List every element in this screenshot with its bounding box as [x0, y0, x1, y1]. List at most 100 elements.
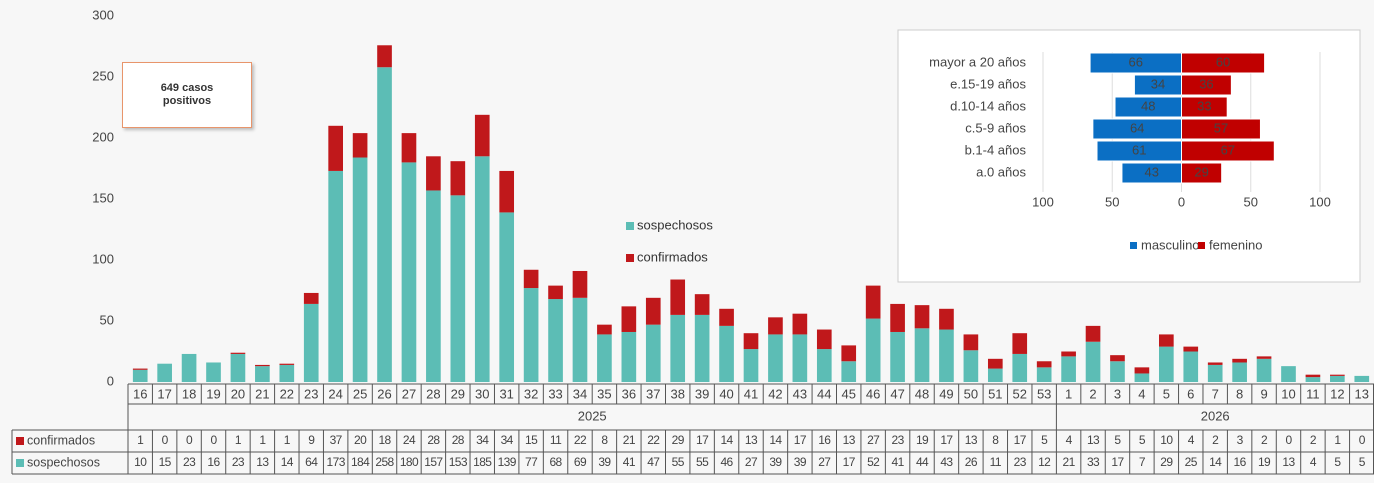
bar-segment [793, 334, 808, 382]
x-tick-label: 3 [1114, 386, 1121, 401]
bar-segment [622, 332, 637, 382]
bar-segment [988, 359, 1003, 369]
legend-label: femenino [1209, 237, 1262, 252]
x-tick-label: 17 [157, 386, 171, 401]
table-value: 34 [476, 433, 489, 447]
table-value: 27 [867, 433, 880, 447]
table-value: 0 [162, 433, 169, 447]
bar-segment [157, 364, 172, 382]
x-tick-label: 52 [1013, 386, 1027, 401]
x-tick-label: 20 [231, 386, 245, 401]
table-value: 23 [1014, 455, 1027, 469]
table-value: 13 [843, 433, 856, 447]
table-value: 68 [549, 455, 562, 469]
table-value: 28 [427, 433, 440, 447]
table-value: 20 [354, 433, 367, 447]
table-value: 7 [1139, 455, 1146, 469]
x-tick-label: 25 [353, 386, 367, 401]
bar-segment [1135, 367, 1150, 373]
x-tick-label: 32 [524, 386, 538, 401]
x-tick-label: 34 [573, 386, 587, 401]
bar-segment [817, 349, 832, 382]
page: 050100150200250300sospechososconfirmados… [0, 0, 1374, 483]
category-label: b.1-4 años [965, 142, 1027, 157]
bar-segment [670, 315, 685, 382]
table-value: 16 [818, 433, 831, 447]
bar-segment [915, 305, 930, 328]
x-tick-label: 29 [451, 386, 465, 401]
bar-segment [695, 294, 710, 315]
x-tick-label: 53 [1037, 386, 1051, 401]
x-tick-label: 18 [182, 386, 196, 401]
x-tick-label: 13 [1355, 386, 1369, 401]
x-tick-label: 1 [1065, 386, 1072, 401]
table-value: 27 [818, 455, 831, 469]
x-tick-label: 4 [1138, 386, 1145, 401]
bar-segment [1037, 367, 1052, 382]
table-value: 18 [378, 433, 391, 447]
bar-segment [377, 67, 392, 382]
table-value: 0 [210, 433, 217, 447]
table-value: 41 [623, 455, 636, 469]
table-value: 19 [916, 433, 929, 447]
bar-segment [279, 364, 294, 365]
x-tick-label: 19 [206, 386, 220, 401]
bar-segment [499, 212, 514, 382]
table-row-label: sospechosos [27, 455, 100, 469]
bar-segment [524, 270, 539, 288]
legend-label: sospechosos [637, 217, 713, 232]
value-label: 34 [1151, 76, 1165, 91]
bar-segment [1183, 347, 1198, 352]
x-tick-label: 50 [1105, 194, 1119, 209]
x-tick-label: 100 [1309, 194, 1331, 209]
x-tick-label: 50 [1244, 194, 1258, 209]
x-tick-label: 28 [426, 386, 440, 401]
x-tick-label: 100 [1032, 194, 1054, 209]
table-key [16, 437, 24, 445]
table-value: 13 [745, 433, 758, 447]
x-tick-label: 8 [1236, 386, 1243, 401]
bar-segment [450, 195, 465, 382]
bar-segment [304, 293, 319, 304]
table-value: 15 [159, 455, 172, 469]
y-tick-label: 100 [92, 251, 114, 266]
x-tick-label: 2 [1089, 386, 1096, 401]
year-label: 2025 [578, 408, 607, 423]
table-value: 17 [1014, 433, 1027, 447]
bar-segment [1012, 333, 1027, 354]
bar-segment [402, 162, 417, 382]
x-tick-label: 37 [646, 386, 660, 401]
bar-segment [255, 365, 270, 366]
table-value: 11 [550, 433, 562, 447]
bar-segment [622, 306, 637, 332]
table-value: 5 [1139, 433, 1146, 447]
table-value: 258 [375, 455, 394, 469]
table-value: 22 [647, 433, 660, 447]
table-row-label: confirmados [27, 433, 95, 447]
table-value: 16 [1234, 455, 1247, 469]
value-label: 57 [1214, 120, 1228, 135]
bar-segment [548, 299, 563, 382]
table-value: 153 [449, 455, 468, 469]
bar-segment [1061, 352, 1076, 357]
table-value: 23 [232, 455, 245, 469]
bar-segment [744, 349, 759, 382]
bar-segment [206, 362, 221, 382]
bar-segment [279, 365, 294, 382]
table-value: 0 [1285, 433, 1292, 447]
table-value: 5 [1114, 433, 1121, 447]
table-value: 34 [501, 433, 514, 447]
x-tick-label: 30 [475, 386, 489, 401]
table-value: 41 [892, 455, 905, 469]
table-value: 44 [916, 455, 929, 469]
bar-segment [670, 280, 685, 315]
table-value: 13 [256, 455, 269, 469]
table-value: 33 [1087, 455, 1100, 469]
x-tick-label: 45 [841, 386, 855, 401]
category-label: a.0 años [976, 164, 1026, 179]
legend-swatch [626, 222, 634, 230]
bar-segment [402, 133, 417, 162]
table-value: 29 [1160, 455, 1173, 469]
table-value: 157 [424, 455, 443, 469]
x-tick-label: 48 [915, 386, 929, 401]
